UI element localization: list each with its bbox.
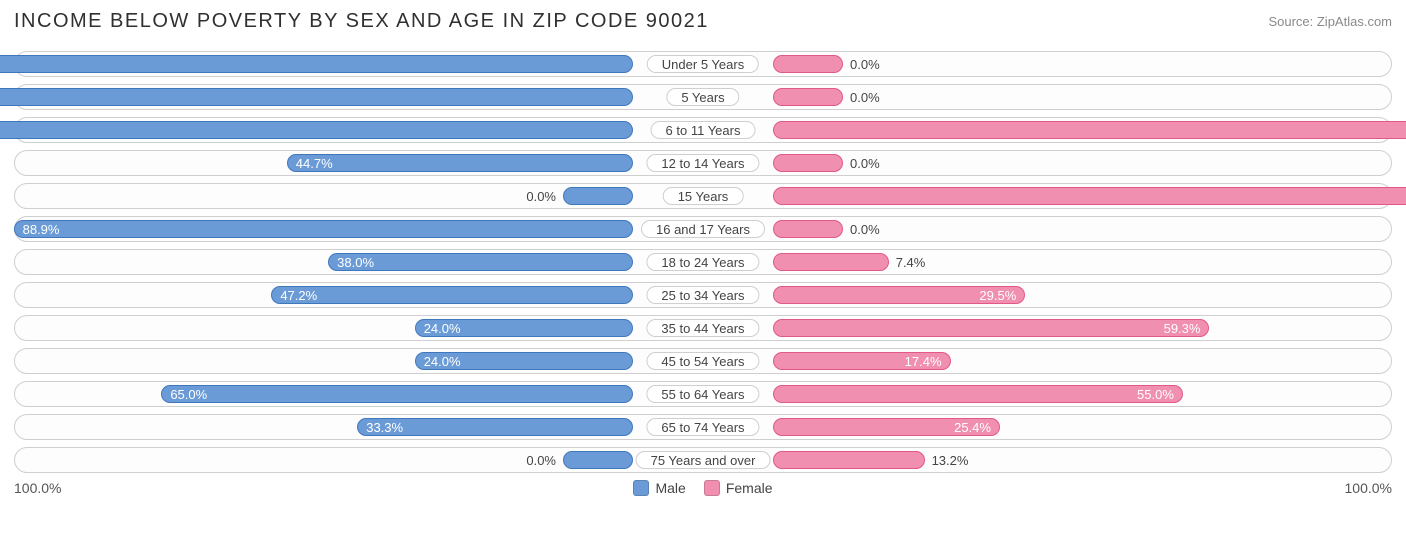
female-bar: 100.0% — [773, 121, 1406, 139]
female-bar: 0.0% — [773, 55, 843, 73]
age-group-label: 15 Years — [663, 187, 744, 205]
swatch-male — [633, 480, 649, 496]
male-value: 44.7% — [296, 155, 333, 171]
chart-footer: 100.0% Male Female 100.0% — [14, 480, 1392, 496]
chart-row: 33.3% 25.4% 65 to 74 Years — [14, 414, 1392, 440]
chart-row: 38.0% 7.4% 18 to 24 Years — [14, 249, 1392, 275]
male-bar: 24.0% — [415, 319, 633, 337]
age-group-label: 65 to 74 Years — [646, 418, 759, 436]
age-group-label: 12 to 14 Years — [646, 154, 759, 172]
legend: Male Female — [633, 480, 772, 496]
age-group-label: 55 to 64 Years — [646, 385, 759, 403]
male-bar: 0.0% — [563, 451, 633, 469]
female-value: 0.0% — [842, 56, 880, 72]
legend-male: Male — [633, 480, 685, 496]
age-group-label: 35 to 44 Years — [646, 319, 759, 337]
male-bar: 0.0% — [563, 187, 633, 205]
axis-left-label: 100.0% — [14, 480, 61, 496]
female-bar: 17.4% — [773, 352, 951, 370]
female-value: 17.4% — [905, 353, 942, 369]
female-bar: 0.0% — [773, 88, 843, 106]
chart-row: 47.2% 29.5% 25 to 34 Years — [14, 282, 1392, 308]
male-bar: 100.0% — [0, 121, 633, 139]
axis-right-label: 100.0% — [1345, 480, 1392, 496]
female-value: 13.2% — [924, 452, 969, 468]
chart-row: 24.0% 17.4% 45 to 54 Years — [14, 348, 1392, 374]
female-bar: 0.0% — [773, 220, 843, 238]
female-value: 0.0% — [842, 221, 880, 237]
chart-source: Source: ZipAtlas.com — [1268, 14, 1392, 29]
age-group-label: 6 to 11 Years — [651, 121, 756, 139]
chart-row: 44.7% 0.0% 12 to 14 Years — [14, 150, 1392, 176]
legend-male-label: Male — [655, 480, 685, 496]
female-value: 29.5% — [979, 287, 1016, 303]
male-bar: 33.3% — [357, 418, 633, 436]
chart-row: 88.9% 0.0% 16 and 17 Years — [14, 216, 1392, 242]
female-bar: 25.4% — [773, 418, 1000, 436]
chart-row: 100.0%0.0%5 Years — [14, 84, 1392, 110]
female-value: 0.0% — [842, 155, 880, 171]
chart-row: 65.0% 55.0% 55 to 64 Years — [14, 381, 1392, 407]
female-bar: 13.2% — [773, 451, 925, 469]
age-group-label: 18 to 24 Years — [646, 253, 759, 271]
male-value: 65.0% — [170, 386, 207, 402]
male-value: 24.0% — [424, 353, 461, 369]
male-bar: 47.2% — [271, 286, 633, 304]
age-group-label: 25 to 34 Years — [646, 286, 759, 304]
male-bar: 65.0% — [161, 385, 633, 403]
male-bar: 100.0% — [0, 88, 633, 106]
age-group-label: 45 to 54 Years — [646, 352, 759, 370]
legend-female: Female — [704, 480, 773, 496]
chart-row: 0.0%100.0%15 Years — [14, 183, 1392, 209]
legend-female-label: Female — [726, 480, 773, 496]
chart-header: INCOME BELOW POVERTY BY SEX AND AGE IN Z… — [14, 10, 1392, 33]
male-value: 0.0% — [526, 188, 564, 204]
female-value: 7.4% — [888, 254, 926, 270]
chart-row: 100.0%0.0%Under 5 Years — [14, 51, 1392, 77]
male-value: 38.0% — [337, 254, 374, 270]
age-group-label: 5 Years — [666, 88, 739, 106]
female-bar: 55.0% — [773, 385, 1183, 403]
male-bar: 44.7% — [287, 154, 633, 172]
swatch-female — [704, 480, 720, 496]
male-value: 24.0% — [424, 320, 461, 336]
female-bar: 100.0% — [773, 187, 1406, 205]
female-value: 59.3% — [1164, 320, 1201, 336]
chart-row: 0.0%13.2%75 Years and over — [14, 447, 1392, 473]
age-group-label: 75 Years and over — [636, 451, 771, 469]
female-bar: 7.4% — [773, 253, 889, 271]
male-value: 88.9% — [23, 221, 60, 237]
male-bar: 38.0% — [328, 253, 633, 271]
male-value: 47.2% — [280, 287, 317, 303]
male-value: 0.0% — [526, 452, 564, 468]
female-value: 0.0% — [842, 89, 880, 105]
male-bar: 100.0% — [0, 55, 633, 73]
age-group-label: Under 5 Years — [647, 55, 759, 73]
female-bar: 29.5% — [773, 286, 1025, 304]
chart-row: 24.0% 59.3% 35 to 44 Years — [14, 315, 1392, 341]
female-bar: 59.3% — [773, 319, 1209, 337]
butterfly-chart: 100.0%0.0%Under 5 Years100.0%0.0%5 Years… — [14, 51, 1392, 473]
female-bar: 0.0% — [773, 154, 843, 172]
male-bar: 88.9% — [14, 220, 633, 238]
female-value: 55.0% — [1137, 386, 1174, 402]
age-group-label: 16 and 17 Years — [641, 220, 765, 238]
chart-row: 100.0%100.0%6 to 11 Years — [14, 117, 1392, 143]
male-bar: 24.0% — [415, 352, 633, 370]
chart-title: INCOME BELOW POVERTY BY SEX AND AGE IN Z… — [14, 10, 709, 33]
male-value: 33.3% — [366, 419, 403, 435]
female-value: 25.4% — [954, 419, 991, 435]
